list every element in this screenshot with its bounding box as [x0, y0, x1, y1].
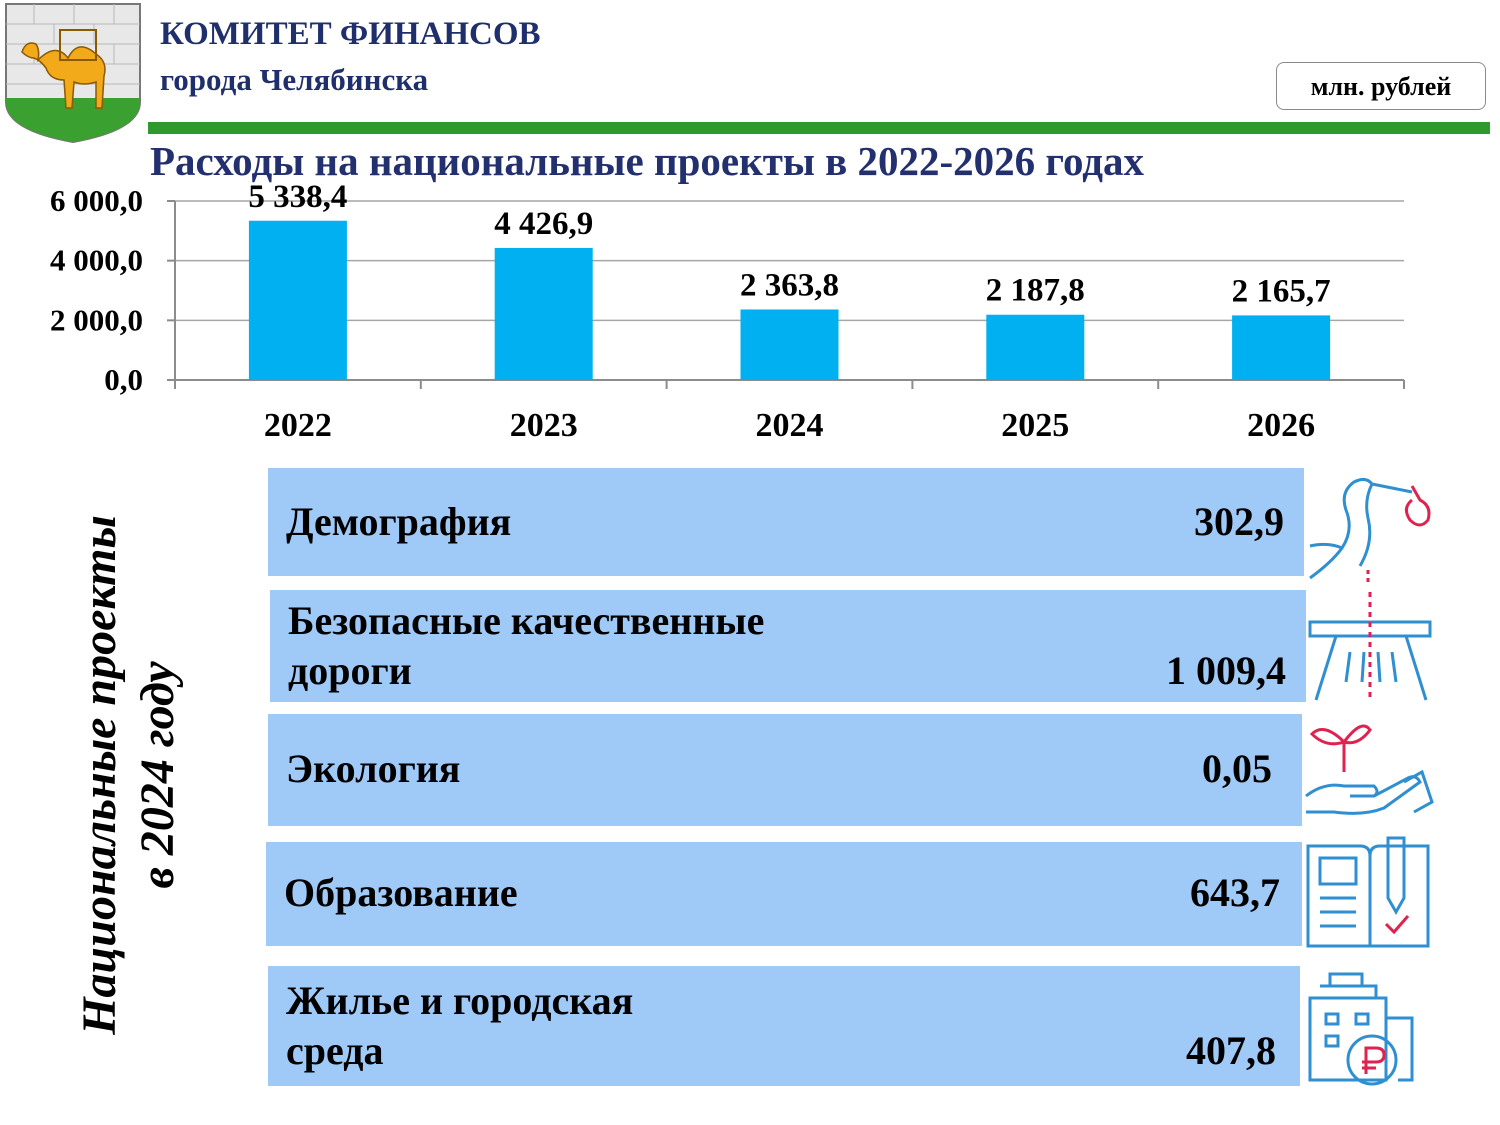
project-name-line2: дороги — [288, 648, 412, 693]
chart-title: Расходы на национальные проекты в 2022-2… — [150, 138, 1145, 184]
project-name: Демография — [286, 499, 512, 544]
org-subtitle: города Челябинска — [160, 62, 429, 97]
bar-value-label: 4 426,9 — [494, 206, 593, 242]
y-tick-label: 2 000,0 — [50, 302, 143, 337]
project-value: 302,9 — [1194, 499, 1284, 544]
expenses-bar-chart: 0,0 2 000,0 4 000,0 6 000,0 5 338,4 2022 4 42… — [50, 180, 1405, 444]
projects-title-line1: Национальные проекты — [73, 515, 126, 1035]
y-tick-label: 0,0 — [104, 362, 143, 397]
bar-value-label: 5 338,4 — [248, 180, 347, 215]
bar-2026 — [1232, 315, 1331, 380]
project-row-education: Образование 643,7 — [266, 842, 1302, 946]
house-ruble-icon — [1308, 972, 1414, 1086]
project-name-line2: среда — [286, 1028, 384, 1073]
project-value: 643,7 — [1190, 870, 1280, 915]
x-tick-label: 2024 — [756, 407, 824, 444]
bar-2025 — [986, 314, 1085, 380]
x-tick-label: 2025 — [1001, 407, 1069, 444]
project-name: Образование — [284, 870, 518, 915]
y-tick-label: 6 000,0 — [50, 183, 143, 218]
units-label: млн. рублей — [1276, 62, 1486, 110]
book-pen-icon — [1306, 836, 1430, 948]
project-name: Экология — [286, 746, 461, 791]
bar-2024 — [740, 309, 839, 380]
projects-title-line2: в 2024 году — [131, 661, 184, 889]
project-row-roads: Безопасные качественные дороги 1 009,4 — [270, 590, 1306, 702]
chelyabinsk-coat-of-arms-logo — [5, 3, 141, 144]
project-name: Жилье и городская — [286, 978, 634, 1023]
bar-value-label: 2 165,7 — [1232, 273, 1331, 309]
y-tick-label: 4 000,0 — [50, 243, 143, 278]
bar-2022 — [248, 220, 347, 380]
project-row-ecology: Экология 0,05 — [268, 714, 1302, 826]
sprout-hand-icon — [1305, 724, 1434, 815]
bar-value-label: 2 363,8 — [740, 267, 839, 303]
x-tick-label: 2023 — [510, 407, 578, 444]
bar-value-label: 2 187,8 — [986, 273, 1085, 309]
project-value: 1 009,4 — [1166, 648, 1286, 693]
projects-section-title: Национальные проекты в 2024 году — [64, 460, 194, 1090]
project-row-housing: Жилье и городская среда 407,8 — [268, 966, 1300, 1086]
x-tick-label: 2026 — [1247, 407, 1315, 444]
org-title: КОМИТЕТ ФИНАНСОВ — [160, 16, 541, 52]
stork-icon — [1309, 477, 1431, 582]
x-tick-label: 2022 — [264, 407, 332, 444]
project-row-demography: Демография 302,9 — [268, 468, 1304, 576]
road-icon — [1308, 592, 1432, 702]
project-value: 407,8 — [1186, 1028, 1276, 1073]
project-value: 0,05 — [1202, 746, 1272, 791]
header-divider-line — [148, 122, 1490, 134]
bar-2023 — [494, 247, 593, 380]
project-name: Безопасные качественные — [288, 598, 765, 643]
